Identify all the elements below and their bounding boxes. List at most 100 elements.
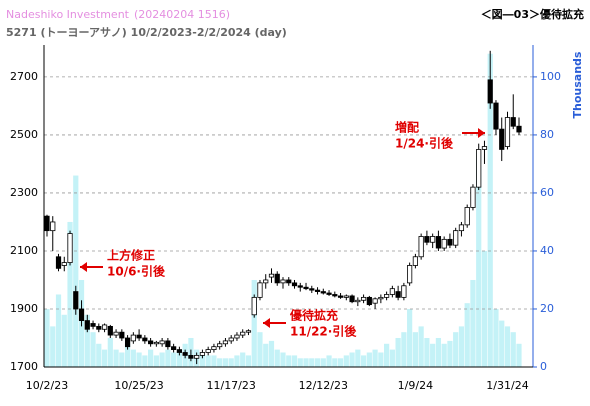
volume-bar [464,303,470,367]
volume-bar [50,326,56,367]
volume-bar [320,358,326,367]
watermark: Nadeshiko Investment [6,8,130,21]
volume-bar [349,352,355,367]
volume-bar [476,152,482,367]
volume-bar [165,349,171,367]
volume-bar [130,349,136,367]
timestamp: (20240204 1516) [134,8,230,21]
candle-body [430,236,436,243]
candle-body [447,238,453,246]
candle-body [407,265,413,284]
candle-body [142,337,148,342]
candle-body [320,291,326,294]
y2-tick-label: 20 [540,302,554,315]
volume-bar [504,326,511,367]
volume-bar [240,352,246,367]
candle-body [516,125,522,133]
x-tick-label: 12/12/23 [299,379,348,392]
volume-bar [124,343,131,367]
candle-body [67,233,73,263]
candle-body [194,354,200,359]
volume-bar [499,320,505,367]
volume-bar [360,355,367,367]
candle-body [493,102,499,130]
y2-tick-label: 40 [540,244,554,257]
annotation-text: 1/24·引後 [395,136,454,151]
volume-bar [153,355,159,367]
candle-body [101,324,108,330]
volume-bar [199,352,206,367]
volume-bar [418,326,424,367]
volume-bar [458,326,465,367]
volume-bar [67,221,73,367]
x-tick-label: 10/2/23 [26,379,68,392]
volume-bar [205,355,211,367]
candle-body [326,292,332,295]
candle-body [251,296,257,316]
candle-body [222,340,229,345]
volume-bar [90,332,96,367]
volume-bar [493,308,499,367]
volume-bar [366,352,372,367]
candle-body [401,285,407,298]
candle-body [119,331,125,339]
candle-body [504,117,511,147]
volume-bar [119,352,125,367]
y2-tick-label: 0 [540,360,547,373]
x-tick-label: 10/25/23 [114,379,163,392]
x-tick-label: 11/17/23 [206,379,255,392]
volume-bar [470,279,476,367]
volume-bar [55,294,62,367]
candle-body [61,262,67,266]
candle-body [55,256,62,269]
x-tick-label: 1/9/24 [398,379,433,392]
candle-body [286,279,292,284]
candle-body [199,352,206,356]
candle-body [510,117,516,127]
annotation-arrowhead [80,262,87,272]
candle-body [349,295,355,303]
volume-bar [217,358,223,367]
candle-body [245,330,252,333]
y2-tick-label: 60 [540,186,554,199]
candle-body [96,325,102,330]
volume-bar [332,358,338,367]
volume-bar [430,343,436,367]
volume-bar [510,332,516,367]
y-tick-label: 1900 [10,302,38,315]
volume-bar [148,349,154,367]
candle-body [343,295,349,298]
annotation-text: 優待拡充 [289,308,338,323]
y-tick-label: 2300 [10,186,38,199]
volume-bar [435,337,442,367]
volume-bar [424,337,430,367]
volume-bar [447,340,453,367]
volume-bar [378,352,384,367]
x-tick-label: 1/31/24 [486,379,528,392]
volume-bar [309,358,315,367]
volume-bar [96,343,102,367]
candle-body [78,308,85,321]
annotation-text: 増配 [395,120,419,135]
candle-body [481,146,488,150]
candle-body [470,186,476,208]
volume-bar [384,343,390,367]
volume-bar [297,358,303,367]
candle-body [205,349,211,353]
candle-body [453,230,459,246]
volume-bar [291,355,298,367]
candle-body [378,296,384,300]
volume-bar [251,279,257,367]
volume-bar [274,349,280,367]
volume-bar [136,352,142,367]
volume-bar [176,349,182,367]
volume-bar [84,314,90,367]
candle-body [303,286,309,290]
candle-body [360,296,367,301]
annotation-arrowhead [478,128,485,138]
y-tick-label: 2700 [10,70,38,83]
candle-body [424,236,430,243]
candle-body [280,279,286,284]
volume-bar [234,355,240,367]
